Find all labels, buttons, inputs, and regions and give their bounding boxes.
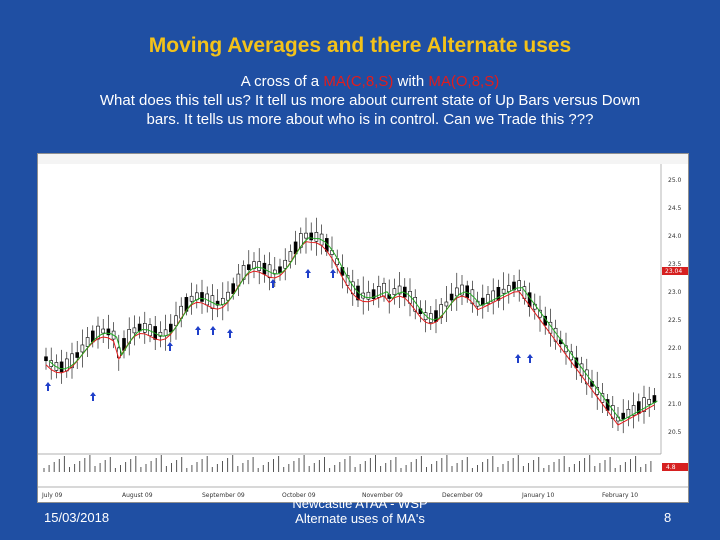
page-number: 8 xyxy=(664,510,672,525)
candle-body xyxy=(174,315,178,327)
candle-body xyxy=(397,285,402,295)
ma-open-line xyxy=(48,237,658,422)
candle-body xyxy=(106,328,111,336)
price-tick-label: 24.0 xyxy=(668,233,682,240)
price-chart: 25.0 24.5 24.0 23.5 23.0 22.5 22.0 21.5 21.0 20.5… xyxy=(37,153,689,503)
candle-body xyxy=(101,328,106,334)
price-tick-label: 24.5 xyxy=(668,205,682,212)
candle-body xyxy=(278,266,282,274)
up-arrow-icon xyxy=(330,269,336,278)
up-arrow-icon xyxy=(305,269,311,278)
ma-open-label: MA(O,8,S) xyxy=(428,73,500,90)
up-arrow-icon xyxy=(45,382,51,391)
price-tick-label: 21.0 xyxy=(668,401,682,408)
price-tick-label: 23.0 xyxy=(668,289,682,296)
candle-body xyxy=(449,293,454,301)
subtitle-text-2: with xyxy=(393,73,429,90)
candle-body xyxy=(642,397,646,412)
candle-body xyxy=(486,294,490,304)
candle-body xyxy=(44,356,48,362)
date-tick-label: September 09 xyxy=(202,492,245,499)
indicator-value: 4.8 xyxy=(666,464,676,471)
price-tick-label: 20.5 xyxy=(668,429,682,436)
candle-body xyxy=(392,288,397,295)
date-tick-label: December 09 xyxy=(442,492,483,499)
candle-body xyxy=(231,283,235,294)
price-chart-svg: 25.0 24.5 24.0 23.5 23.0 22.5 22.0 21.5 21.0 20.5… xyxy=(38,154,688,499)
candle-body xyxy=(501,288,506,294)
candle-body xyxy=(226,291,230,301)
candle-body xyxy=(366,291,371,300)
up-arrow-icon xyxy=(167,342,173,351)
up-arrow-icon xyxy=(195,326,201,335)
candle-body xyxy=(652,395,657,403)
up-arrow-icon xyxy=(90,392,96,401)
candle-body xyxy=(189,295,194,302)
date-tick-label: February 10 xyxy=(602,492,638,499)
candle-body xyxy=(382,282,386,297)
candle-body xyxy=(137,323,142,332)
candle-body xyxy=(75,352,80,358)
candle-body xyxy=(85,337,90,347)
candle-body xyxy=(631,405,636,416)
candle-body xyxy=(314,231,319,242)
candle-body xyxy=(143,323,147,333)
candle-body xyxy=(444,301,449,307)
candle-body xyxy=(647,399,652,405)
candle-body xyxy=(460,284,464,296)
candle-body xyxy=(465,285,470,299)
up-arrow-icon xyxy=(270,279,276,288)
price-tick-label: 25.0 xyxy=(668,177,682,184)
candle-body xyxy=(309,232,314,241)
candle-body xyxy=(506,285,511,292)
date-tick-label: August 09 xyxy=(122,492,153,499)
slide-title: Moving Averages and there Alternate uses xyxy=(148,34,572,57)
candle-body xyxy=(517,280,522,291)
candle-body xyxy=(59,361,64,373)
price-tick-label: 23.5 xyxy=(668,261,682,268)
candle-body xyxy=(371,289,376,299)
candle-body xyxy=(257,261,261,271)
date-tick-label: July 09 xyxy=(41,492,63,499)
candle-body xyxy=(288,251,293,262)
date-tick-label: November 09 xyxy=(362,492,403,499)
footer-date: 15/03/2018 xyxy=(44,510,110,525)
up-arrow-icon xyxy=(515,354,521,363)
up-arrow-icon xyxy=(527,354,533,363)
candle-body xyxy=(215,300,220,306)
footer-caption-line-1: Newcastle ATAA - WSP xyxy=(292,496,428,511)
chart-header-strip xyxy=(38,154,688,164)
candle-body xyxy=(70,353,74,369)
subtitle-text-3: What does this tell us? It tell us more … xyxy=(99,92,641,128)
candle-body xyxy=(621,412,626,420)
up-arrow-icon xyxy=(210,326,216,335)
footer-caption-line-2: Alternate uses of MA's xyxy=(295,511,425,526)
candle-body xyxy=(200,292,204,302)
candle-body xyxy=(64,358,69,372)
up-arrow-icon xyxy=(227,329,233,338)
candle-body xyxy=(221,297,225,305)
price-tick-label: 22.5 xyxy=(668,317,682,324)
candle-body xyxy=(454,287,459,297)
date-tick-label: January 10 xyxy=(521,492,554,499)
ma-close-line xyxy=(45,241,655,426)
indicator-box xyxy=(662,463,688,471)
price-tick-label: 22.0 xyxy=(668,345,682,352)
subtitle-text-1: A cross of a xyxy=(240,73,324,90)
candle-body xyxy=(428,313,433,323)
date-tick-label: October 09 xyxy=(282,492,316,499)
footer-caption: Newcastle ATAA - WSP Alternate uses of M… xyxy=(240,496,480,526)
ma-close-label: MA(C,8,S) xyxy=(323,73,394,90)
price-highlight-label: 23.04 xyxy=(665,268,682,275)
candle-body xyxy=(158,331,163,337)
slide-subtitle: A cross of a MA(C,8,S) with MA(O,8,S) Wh… xyxy=(90,72,650,129)
price-tick-label: 21.5 xyxy=(668,373,682,380)
candle-body xyxy=(247,264,251,270)
candle-body xyxy=(80,344,85,353)
candle-body xyxy=(304,232,308,239)
candle-body xyxy=(283,259,287,269)
price-highlight-box xyxy=(662,267,688,275)
candle-body xyxy=(169,323,173,333)
candle-body xyxy=(132,327,137,334)
